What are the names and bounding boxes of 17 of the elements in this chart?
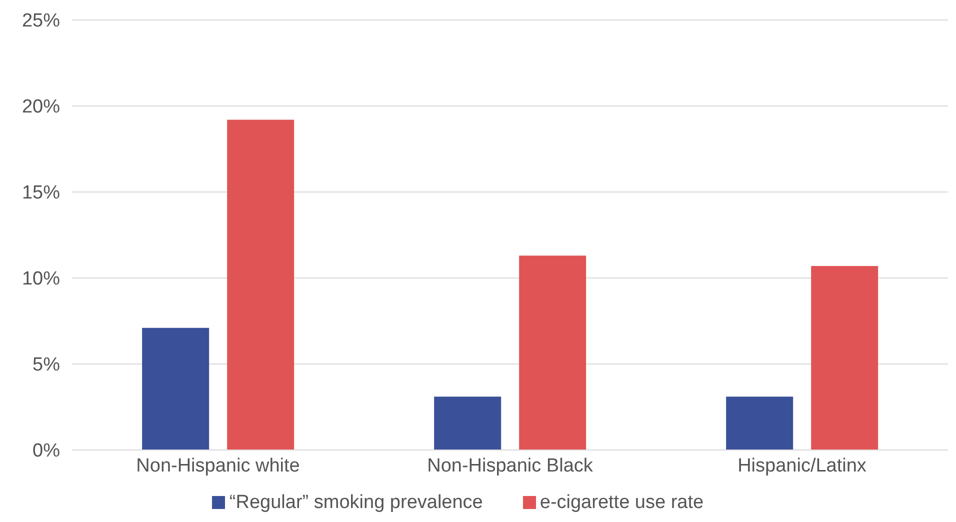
y-tick-label: 15% — [22, 182, 60, 204]
bar — [434, 396, 502, 450]
bar — [811, 266, 878, 450]
y-tick-label: 10% — [22, 268, 60, 290]
y-tick-label: 0% — [32, 440, 60, 462]
bar — [519, 256, 586, 450]
bar — [142, 328, 210, 450]
y-tick-label: 20% — [22, 96, 60, 118]
legend-label: “Regular” smoking prevalence — [229, 492, 483, 513]
bar — [726, 396, 794, 450]
y-tick-label: 25% — [22, 10, 60, 32]
legend-label: e-cigarette use rate — [540, 492, 704, 513]
x-tick-label: Hispanic/Latinx — [738, 455, 867, 476]
x-tick-label: Non-Hispanic Black — [427, 455, 594, 476]
y-tick-label: 5% — [32, 354, 60, 376]
bar — [227, 120, 294, 450]
x-tick-label: Non-Hispanic white — [136, 455, 300, 476]
